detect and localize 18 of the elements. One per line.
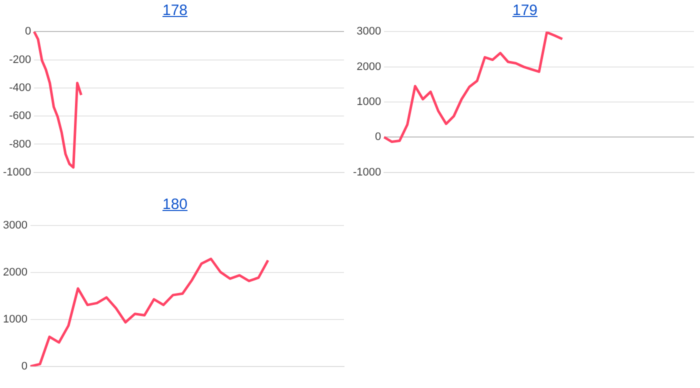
y-tick-label: 1000 xyxy=(356,96,382,108)
y-tick-label: 0 xyxy=(25,26,32,38)
y-tick-label: 1000 xyxy=(2,314,28,326)
y-tick-label: 2000 xyxy=(2,266,28,279)
chart-title: 178 xyxy=(161,1,189,21)
y-tick-label: 3000 xyxy=(356,26,382,38)
y-tick-label: -600 xyxy=(9,110,32,122)
y-tick-label: 3000 xyxy=(2,220,28,232)
y-tick-label: -200 xyxy=(9,54,32,66)
chart-title: 179 xyxy=(511,1,539,21)
chart-title: 180 xyxy=(161,195,189,215)
y-tick-label: -1000 xyxy=(352,166,382,178)
y-tick-label: 2000 xyxy=(356,60,382,73)
y-tick-label: -400 xyxy=(9,82,32,94)
y-tick-label: -1000 xyxy=(2,166,32,178)
y-tick-label: -800 xyxy=(9,138,32,150)
y-tick-label: 0 xyxy=(375,131,382,144)
y-tick-label: 0 xyxy=(21,360,28,372)
